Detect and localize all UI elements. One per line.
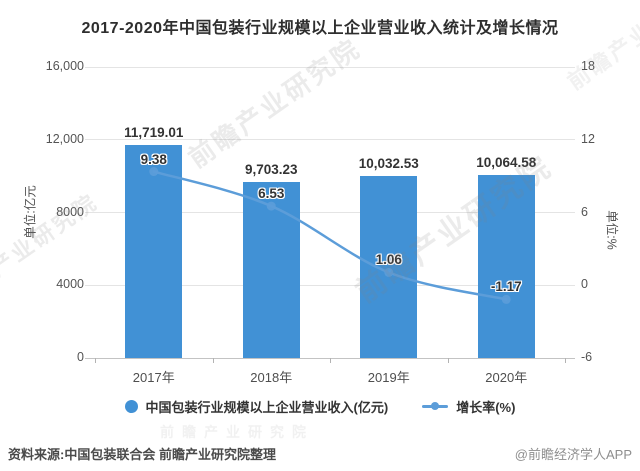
credit-text: @前瞻经济学人APP [514, 447, 632, 462]
line-value-label: -1.17 [490, 279, 522, 295]
left-axis-tick-label: 4000 [56, 277, 84, 292]
line-value-label: 6.53 [258, 186, 285, 202]
line-path [152, 170, 508, 301]
left-axis-tick-label: 8000 [56, 204, 84, 219]
x-axis-label: 2020年 [485, 370, 528, 385]
x-axis-label: 2019年 [367, 370, 410, 385]
x-axis-tick [212, 358, 214, 363]
left-axis-tick-label: 12,000 [45, 131, 84, 146]
left-axis-tick-label: 0 [77, 350, 84, 364]
x-axis-tick [565, 358, 566, 363]
chart-title: 2017-2020年中国包装行业规模以上企业营业收入统计及增长情况 [81, 20, 559, 37]
right-axis-tick-label: -6 [581, 350, 593, 364]
gridline [85, 139, 575, 141]
right-axis-tick-label: 12 [581, 131, 595, 146]
legend-item-growth-rate[interactable]: 增长率(%) [422, 397, 515, 416]
bar-2018年[interactable] [242, 181, 300, 358]
x-axis-label: 2017年 [132, 370, 175, 385]
gridline [85, 66, 575, 68]
legend-item-revenue[interactable]: 中国包装行业规模以上企业营业收入(亿元) [124, 397, 389, 416]
legend-label: 增长率(%) [456, 399, 516, 415]
circle-marker-icon [124, 399, 138, 413]
x-axis-label: 2018年 [250, 370, 293, 385]
x-axis-tick [330, 358, 331, 363]
x-axis-tick [447, 358, 449, 363]
bar-2017年[interactable] [125, 144, 183, 358]
x-axis-tick [95, 358, 96, 363]
bar-value-label: 10,032.53 [358, 155, 419, 171]
bar-value-label: 11,719.01 [124, 124, 184, 140]
data-source-text: 资料来源:中国包装联合会 前瞻产业研究院整理 [8, 447, 276, 462]
line-value-label: 1.06 [375, 252, 402, 268]
line-value-label: 9.38 [140, 151, 167, 167]
bar-value-label: 10,064.58 [476, 154, 537, 170]
right-axis-tick-label: 6 [581, 204, 588, 219]
bar-2020年[interactable] [477, 174, 535, 358]
bar-value-label: 9,703.23 [244, 161, 298, 177]
left-axis-tick-label: 16,000 [45, 59, 84, 73]
right-axis-tick-label: 0 [581, 277, 588, 292]
line-dot-marker-icon [422, 400, 449, 413]
right-axis-tick-label: 18 [581, 59, 595, 73]
legend-label: 中国包装行业规模以上企业营业收入(亿元) [145, 399, 389, 415]
legend: 中国包装行业规模以上企业营业收入(亿元) 增长率(%) [0, 396, 640, 416]
